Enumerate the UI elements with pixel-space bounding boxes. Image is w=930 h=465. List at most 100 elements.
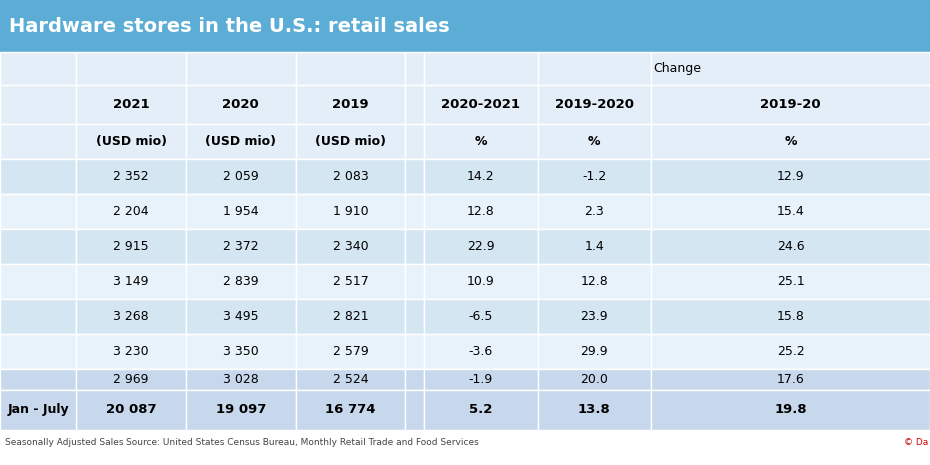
FancyBboxPatch shape [296,390,405,430]
FancyBboxPatch shape [651,229,930,264]
Text: 3 230: 3 230 [113,345,149,358]
FancyBboxPatch shape [651,369,930,390]
FancyBboxPatch shape [405,369,424,390]
FancyBboxPatch shape [0,0,930,52]
FancyBboxPatch shape [538,124,651,159]
FancyBboxPatch shape [651,299,930,334]
FancyBboxPatch shape [405,159,424,194]
FancyBboxPatch shape [76,299,186,334]
Text: 2019: 2019 [332,98,369,111]
FancyBboxPatch shape [538,52,651,85]
Text: 5.2: 5.2 [469,403,493,416]
FancyBboxPatch shape [0,369,76,390]
Text: 2 083: 2 083 [333,170,368,183]
Text: 3 495: 3 495 [223,310,259,323]
Text: 16 774: 16 774 [326,403,376,416]
Text: 10.9: 10.9 [467,275,495,288]
FancyBboxPatch shape [405,334,424,369]
FancyBboxPatch shape [76,52,186,85]
Text: -1.2: -1.2 [582,170,606,183]
FancyBboxPatch shape [296,159,405,194]
Text: 3 149: 3 149 [113,275,149,288]
FancyBboxPatch shape [651,334,930,369]
FancyBboxPatch shape [651,369,930,390]
FancyBboxPatch shape [0,334,76,369]
FancyBboxPatch shape [424,369,538,390]
Text: Seasonally Adjusted Sales: Seasonally Adjusted Sales [5,438,123,447]
Text: 2 915: 2 915 [113,240,149,253]
Text: 25.2: 25.2 [777,345,804,358]
FancyBboxPatch shape [0,299,76,334]
FancyBboxPatch shape [538,369,651,390]
FancyBboxPatch shape [424,194,538,229]
FancyBboxPatch shape [296,334,405,369]
Text: (USD mio): (USD mio) [96,135,166,148]
Text: 15.4: 15.4 [777,205,804,218]
FancyBboxPatch shape [0,159,76,194]
FancyBboxPatch shape [538,299,651,334]
FancyBboxPatch shape [296,52,405,85]
FancyBboxPatch shape [186,334,296,369]
Text: 22.9: 22.9 [467,240,495,253]
FancyBboxPatch shape [651,124,930,159]
Text: (USD mio): (USD mio) [315,135,386,148]
FancyBboxPatch shape [76,264,186,299]
Text: 2 059: 2 059 [223,170,259,183]
Text: 2 839: 2 839 [223,275,259,288]
FancyBboxPatch shape [76,194,186,229]
FancyBboxPatch shape [538,159,651,194]
Text: (USD mio): (USD mio) [206,135,276,148]
Text: 14.2: 14.2 [467,170,495,183]
FancyBboxPatch shape [296,369,405,390]
FancyBboxPatch shape [538,390,651,430]
FancyBboxPatch shape [296,85,405,124]
Text: © Da: © Da [904,438,928,447]
FancyBboxPatch shape [76,85,186,124]
FancyBboxPatch shape [296,194,405,229]
FancyBboxPatch shape [186,390,296,430]
FancyBboxPatch shape [0,369,76,390]
FancyBboxPatch shape [296,369,405,390]
Text: %: % [784,135,797,148]
Text: %: % [588,135,601,148]
FancyBboxPatch shape [76,390,186,430]
Text: Change: Change [653,62,701,75]
FancyBboxPatch shape [405,124,424,159]
Text: 2 517: 2 517 [333,275,368,288]
FancyBboxPatch shape [405,52,424,85]
Text: 24.6: 24.6 [777,240,804,253]
Text: 2 969: 2 969 [113,373,149,386]
Text: Source: United States Census Bureau, Monthly Retail Trade and Food Services: Source: United States Census Bureau, Mon… [126,438,478,447]
Text: 15.8: 15.8 [777,310,804,323]
FancyBboxPatch shape [424,264,538,299]
FancyBboxPatch shape [296,229,405,264]
FancyBboxPatch shape [651,85,930,124]
FancyBboxPatch shape [405,299,424,334]
FancyBboxPatch shape [76,124,186,159]
Text: 2 821: 2 821 [333,310,368,323]
Text: 2 524: 2 524 [333,373,368,386]
Text: 2 372: 2 372 [223,240,259,253]
FancyBboxPatch shape [405,229,424,264]
FancyBboxPatch shape [651,52,930,85]
Text: 17.6: 17.6 [777,373,804,386]
Text: 2 204: 2 204 [113,205,149,218]
Text: 19 097: 19 097 [216,403,266,416]
Text: 2.3: 2.3 [584,205,604,218]
FancyBboxPatch shape [0,124,76,159]
FancyBboxPatch shape [76,159,186,194]
FancyBboxPatch shape [0,194,76,229]
FancyBboxPatch shape [538,229,651,264]
FancyBboxPatch shape [186,85,296,124]
Text: 2 579: 2 579 [333,345,368,358]
FancyBboxPatch shape [405,369,424,390]
Text: 29.9: 29.9 [580,345,608,358]
FancyBboxPatch shape [651,159,930,194]
Text: 1 954: 1 954 [223,205,259,218]
Text: 13.8: 13.8 [578,403,611,416]
FancyBboxPatch shape [424,229,538,264]
FancyBboxPatch shape [0,390,76,430]
FancyBboxPatch shape [424,334,538,369]
FancyBboxPatch shape [76,334,186,369]
Text: Jan - July: Jan - July [7,403,69,416]
